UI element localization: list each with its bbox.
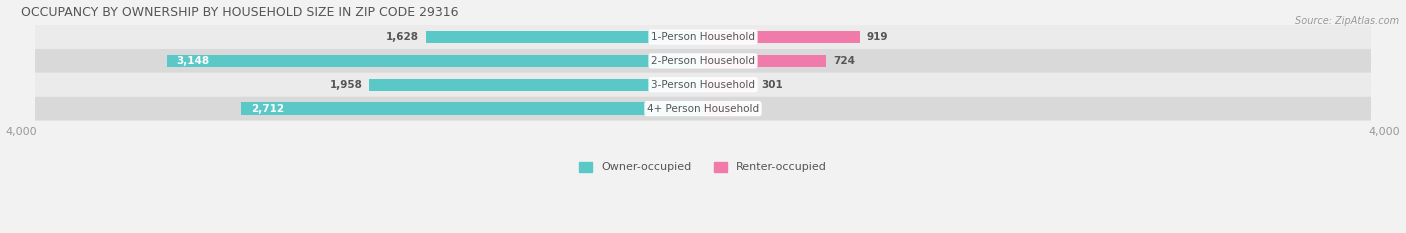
Text: 724: 724	[834, 56, 855, 66]
Text: 3-Person Household: 3-Person Household	[651, 80, 755, 90]
Bar	[426, 31, 703, 43]
Bar	[166, 55, 703, 67]
FancyBboxPatch shape	[35, 25, 1371, 49]
Bar	[703, 79, 754, 91]
Bar	[240, 103, 703, 115]
Text: 919: 919	[866, 32, 889, 42]
Bar	[370, 79, 703, 91]
Text: 1-Person Household: 1-Person Household	[651, 32, 755, 42]
Bar	[703, 103, 733, 115]
FancyBboxPatch shape	[35, 49, 1371, 73]
Text: 2-Person Household: 2-Person Household	[651, 56, 755, 66]
Text: 301: 301	[761, 80, 783, 90]
Text: 177: 177	[740, 104, 762, 114]
Text: 1,958: 1,958	[329, 80, 363, 90]
FancyBboxPatch shape	[35, 73, 1371, 97]
Text: 1,628: 1,628	[385, 32, 419, 42]
Text: 4+ Person Household: 4+ Person Household	[647, 104, 759, 114]
Text: 2,712: 2,712	[252, 104, 284, 114]
Text: OCCUPANCY BY OWNERSHIP BY HOUSEHOLD SIZE IN ZIP CODE 29316: OCCUPANCY BY OWNERSHIP BY HOUSEHOLD SIZE…	[21, 6, 458, 19]
Bar	[703, 55, 827, 67]
Bar	[703, 31, 859, 43]
Text: 3,148: 3,148	[177, 56, 209, 66]
Legend: Owner-occupied, Renter-occupied: Owner-occupied, Renter-occupied	[575, 157, 831, 177]
Text: Source: ZipAtlas.com: Source: ZipAtlas.com	[1295, 16, 1399, 26]
FancyBboxPatch shape	[35, 97, 1371, 120]
